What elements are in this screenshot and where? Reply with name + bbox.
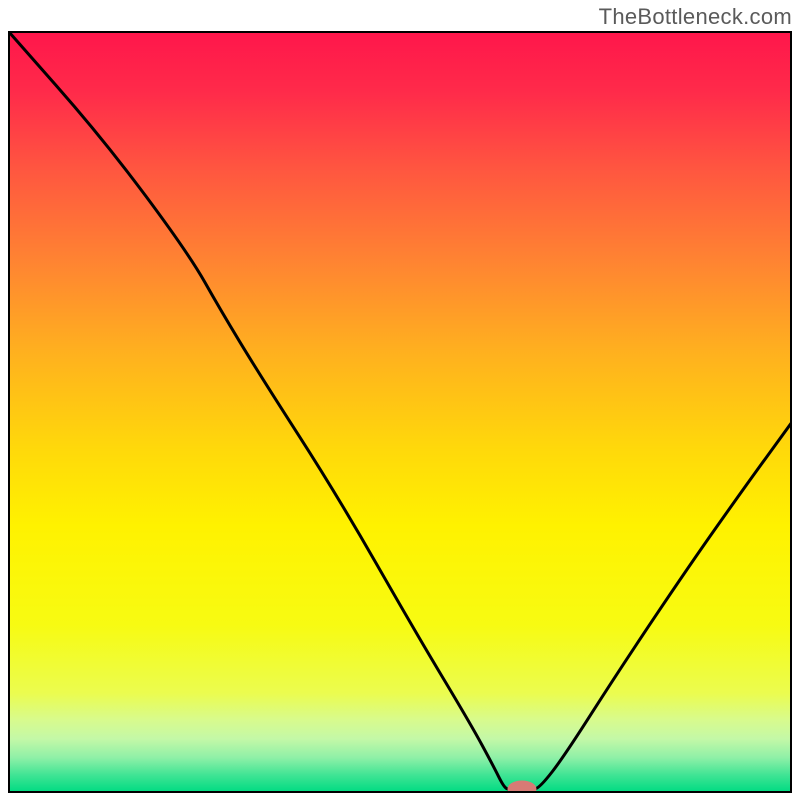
- chart-container: TheBottleneck.com: [0, 0, 800, 800]
- optimal-notch-marker: [508, 781, 536, 797]
- bottleneck-chart: [0, 0, 800, 800]
- watermark-label: TheBottleneck.com: [599, 4, 792, 30]
- gradient-background: [9, 32, 791, 792]
